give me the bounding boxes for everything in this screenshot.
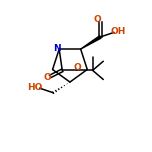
Text: OH: OH <box>111 27 126 36</box>
Text: O: O <box>43 73 51 82</box>
Polygon shape <box>81 36 101 49</box>
Text: O: O <box>94 15 102 24</box>
Text: HO: HO <box>27 83 43 92</box>
Text: N: N <box>53 44 61 53</box>
Text: O: O <box>74 63 82 72</box>
